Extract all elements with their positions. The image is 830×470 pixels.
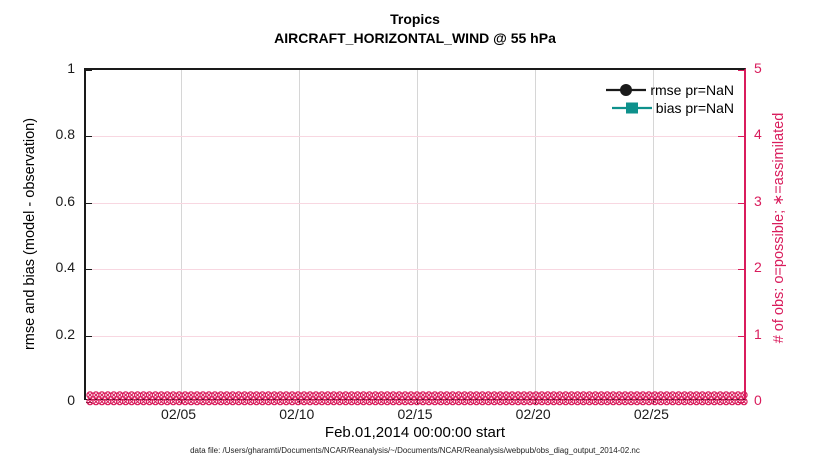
y-right-tick-label: 1 bbox=[754, 325, 762, 342]
x-axis-label: Feb.01,2014 00:00:00 start bbox=[324, 424, 506, 441]
y-left-tick-label: 1 bbox=[67, 60, 75, 76]
y-right-tick-label: 3 bbox=[754, 192, 762, 209]
x-tick-mark bbox=[180, 399, 182, 404]
y-left-tick-mark bbox=[86, 335, 92, 337]
y-right-tick-label: 4 bbox=[754, 126, 762, 143]
gridline-vertical bbox=[535, 70, 537, 399]
x-tick-label: 02/10 bbox=[279, 406, 315, 422]
y-axis-right-label: # of obs: o=possible; ∗=assimilated bbox=[771, 112, 787, 344]
y-right-tick-label: 2 bbox=[754, 259, 762, 276]
gridline-horizontal bbox=[86, 136, 744, 138]
x-tick-label: 02/05 bbox=[161, 406, 197, 422]
plot-title-region: Tropics bbox=[390, 11, 440, 27]
legend-item-rmse: rmse pr=NaN bbox=[606, 82, 734, 98]
gridline-horizontal bbox=[86, 335, 744, 337]
gridline-vertical bbox=[180, 70, 182, 399]
title-block: Tropics AIRCRAFT_HORIZONTAL_WIND @ 55 hP… bbox=[84, 10, 746, 48]
legend-circle-marker-icon bbox=[606, 84, 647, 96]
gridline-vertical bbox=[298, 70, 300, 399]
y-left-tick-label: 0.4 bbox=[55, 259, 75, 276]
y-right-tick-mark bbox=[738, 335, 744, 337]
x-tick-label: 02/20 bbox=[515, 406, 551, 422]
obs-count-markers bbox=[86, 391, 748, 406]
x-tick-label: 02/25 bbox=[633, 406, 669, 422]
x-tick-mark bbox=[653, 399, 655, 404]
plot-title-variable: AIRCRAFT_HORIZONTAL_WIND @ 55 hPa bbox=[274, 30, 556, 46]
y-right-tick-mark bbox=[738, 269, 744, 271]
y-left-tick-mark bbox=[86, 136, 92, 138]
legend-label: bias pr=NaN bbox=[655, 100, 734, 116]
y-left-tick-mark bbox=[86, 70, 92, 71]
y-right-tick-mark bbox=[738, 202, 744, 204]
y-right-tick-mark bbox=[738, 136, 744, 138]
plot-area: rmse pr=NaN bias pr=NaN bbox=[84, 68, 748, 406]
y-left-tick-mark bbox=[86, 269, 92, 271]
legend-label: rmse pr=NaN bbox=[650, 82, 734, 98]
legend: rmse pr=NaN bias pr=NaN bbox=[606, 82, 734, 116]
y-axis-left-label: rmse and bias (model - observation) bbox=[22, 117, 38, 351]
y-left-tick-label: 0.2 bbox=[55, 325, 75, 342]
y-right-tick-mark bbox=[738, 70, 744, 71]
gridline-vertical bbox=[417, 70, 418, 399]
y-right-tick-label: 5 bbox=[754, 60, 762, 76]
data-file-caption: data file: /Users/gharamti/Documents/NCA… bbox=[190, 446, 640, 455]
gridline-horizontal bbox=[86, 269, 744, 271]
legend-square-marker-icon bbox=[611, 102, 652, 114]
legend-item-bias: bias pr=NaN bbox=[611, 100, 734, 116]
y-left-tick-label: 0.6 bbox=[55, 192, 75, 209]
x-tick-label: 02/15 bbox=[397, 406, 433, 422]
y-right-tick-label: 0 bbox=[754, 392, 762, 408]
gridline-vertical bbox=[653, 70, 655, 399]
y-left-tick-label: 0 bbox=[67, 392, 75, 408]
gridline-horizontal bbox=[86, 202, 744, 204]
x-tick-mark bbox=[298, 399, 300, 404]
y-left-tick-label: 0.8 bbox=[55, 126, 75, 143]
y-left-tick-mark bbox=[86, 202, 92, 204]
